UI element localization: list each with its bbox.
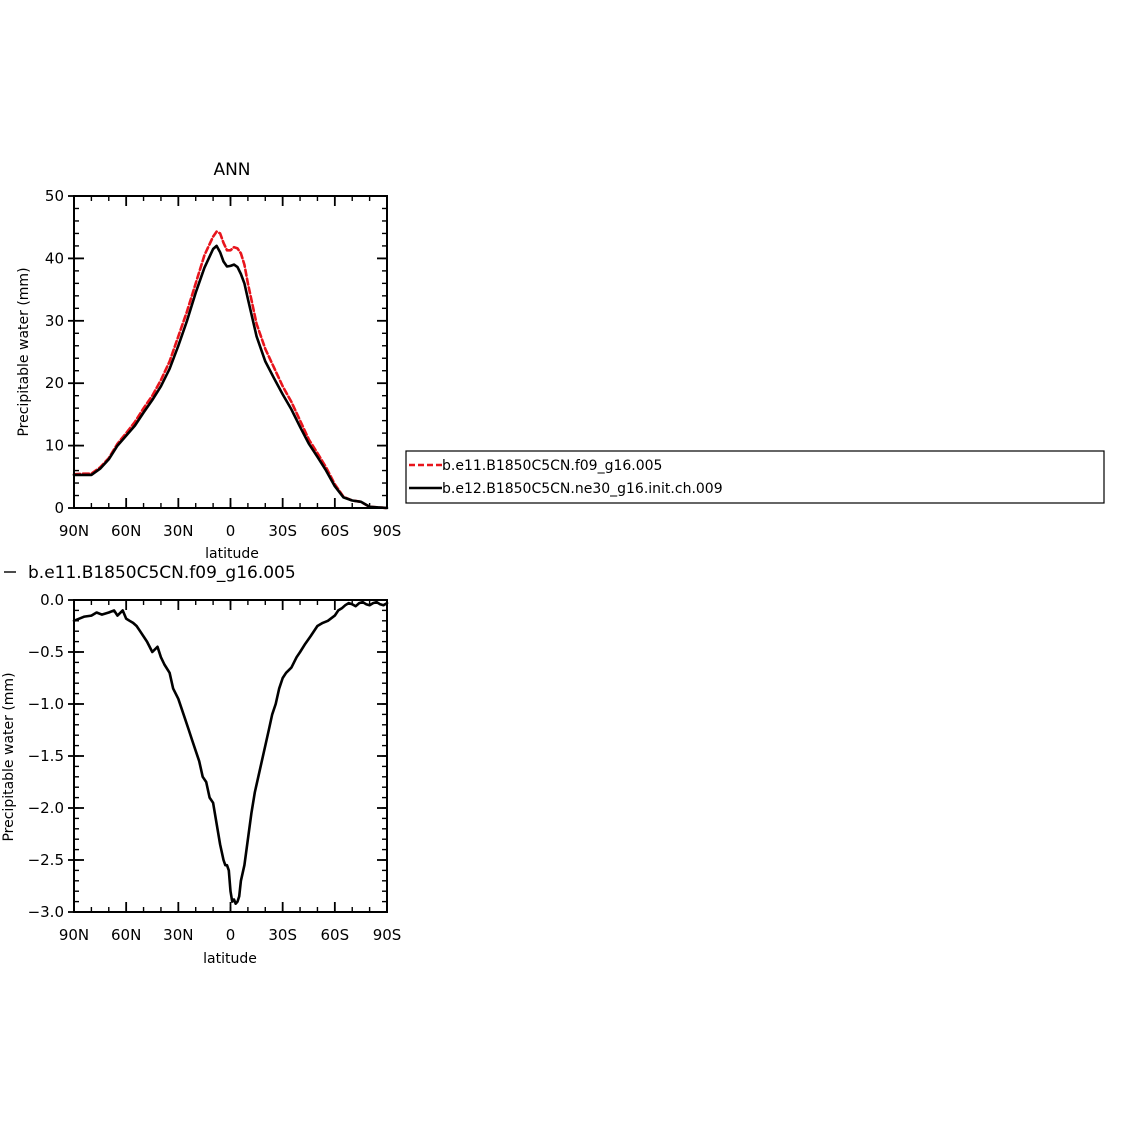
top-x-tick-label: 0: [226, 522, 236, 540]
top-panel-frame: [73, 195, 388, 509]
bottom-panel-ylabel: Precipitable water (mm): [1, 672, 17, 841]
legend-label-series-2: b.e12.B1850C5CN.ne30_g16.init.ch.009: [442, 481, 723, 497]
bottom-x-tick-label: 90S: [373, 926, 402, 944]
top-panel: ANN latitude Precipitable water (mm) 90N…: [16, 160, 401, 562]
top-x-tick-label: 30S: [268, 522, 297, 540]
top-y-tick-label: 30: [45, 312, 64, 330]
bottom-panel-ticks: 90N 60N 30N 0 30S 60S 90S 0.0 −0.5 −1.0 −1.5 −2.0 −2…: [28, 591, 402, 944]
top-y-tick-label: 40: [45, 249, 64, 267]
top-panel-ylabel: Precipitable water (mm): [16, 267, 32, 436]
top-x-tick-label: 60N: [111, 522, 141, 540]
top-y-tick-label: 20: [45, 374, 64, 392]
top-y-tick-label: 50: [45, 187, 64, 205]
bottom-panel-ylabel-clip: Precipitable water (mm): [1, 672, 17, 841]
bottom-y-tick-label: −3.0: [28, 903, 64, 921]
top-panel-title: ANN: [213, 160, 250, 180]
top-x-tick-label: 90N: [59, 522, 89, 540]
legend: b.e11.B1850C5CN.f09_g16.005 b.e12.B1850C…: [405, 450, 1105, 504]
bottom-panel-title: b.e11.B1850C5CN.f09_g16.005: [28, 563, 296, 583]
legend-box: [405, 450, 1105, 504]
bottom-panel-frame: [73, 599, 388, 913]
bottom-y-tick-label: −1.5: [28, 747, 64, 765]
bottom-y-tick-label: −1.0: [28, 695, 64, 713]
bottom-series-line-1: [72, 600, 389, 906]
bottom-panel-xlabel: latitude: [203, 951, 257, 967]
bottom-x-tick-label: 0: [226, 926, 236, 944]
bottom-panel-lines: [72, 600, 389, 906]
bottom-x-tick-label: 30N: [163, 926, 193, 944]
bottom-x-tick-label: 60S: [321, 926, 350, 944]
bottom-y-tick-label: −0.5: [28, 643, 64, 661]
top-panel-xlabel: latitude: [205, 546, 259, 562]
top-panel-lines: [72, 230, 389, 510]
top-series-line-2: [72, 244, 389, 510]
bottom-x-tick-label: 30S: [268, 926, 297, 944]
top-y-tick-label: 0: [54, 499, 64, 517]
top-x-tick-label: 60S: [321, 522, 350, 540]
bottom-panel: b.e11.B1850C5CN.f09_g16.005 latitude Pre…: [1, 563, 401, 967]
bottom-y-tick-label: −2.0: [28, 799, 64, 817]
bottom-x-tick-label: 90N: [59, 926, 89, 944]
bottom-y-tick-label: 0.0: [40, 591, 64, 609]
top-panel-ticks: 90N 60N 30N 0 30S 60S 90S 0 10 20 30 40 50: [45, 187, 401, 540]
legend-label-series-1: b.e11.B1850C5CN.f09_g16.005: [442, 458, 662, 474]
bottom-x-tick-label: 60N: [111, 926, 141, 944]
bottom-y-tick-label: −2.5: [28, 851, 64, 869]
top-series-line-1: [72, 230, 389, 510]
top-y-tick-label: 10: [45, 437, 64, 455]
top-x-tick-label: 90S: [373, 522, 402, 540]
top-x-tick-label: 30N: [163, 522, 193, 540]
